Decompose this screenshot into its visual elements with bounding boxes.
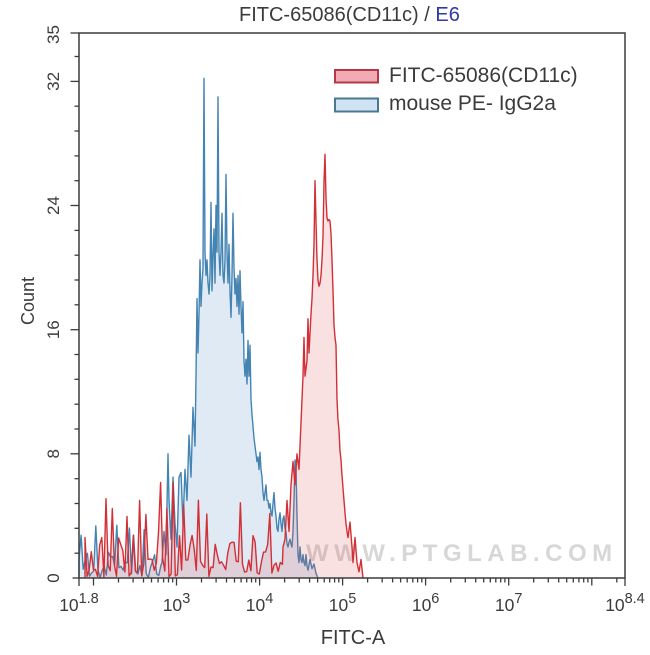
svg-text:10: 10 xyxy=(412,595,432,615)
svg-text:8: 8 xyxy=(44,449,63,458)
svg-text:35: 35 xyxy=(44,25,63,44)
svg-text:FITC-65086(CD11c): FITC-65086(CD11c) xyxy=(389,64,578,87)
svg-text:24: 24 xyxy=(44,196,63,215)
svg-text:FITC-A: FITC-A xyxy=(321,627,386,649)
svg-text:32: 32 xyxy=(44,72,63,91)
svg-text:10: 10 xyxy=(329,595,349,615)
svg-text:10: 10 xyxy=(495,595,515,615)
svg-text:10: 10 xyxy=(59,595,79,615)
svg-text:0: 0 xyxy=(44,573,63,582)
svg-text:10: 10 xyxy=(246,595,266,615)
svg-text:6: 6 xyxy=(431,591,439,607)
svg-text:8.4: 8.4 xyxy=(625,591,645,607)
svg-text:FITC-65086(CD11c) / E6: FITC-65086(CD11c) / E6 xyxy=(239,4,460,26)
svg-text:3: 3 xyxy=(182,591,190,607)
svg-text:10: 10 xyxy=(605,595,625,615)
svg-text:1.8: 1.8 xyxy=(79,591,99,607)
svg-text:7: 7 xyxy=(514,591,522,607)
svg-text:5: 5 xyxy=(348,591,356,607)
svg-text:10: 10 xyxy=(163,595,183,615)
svg-text:Count: Count xyxy=(18,277,38,325)
svg-text:16: 16 xyxy=(44,320,63,339)
svg-text:4: 4 xyxy=(265,591,273,607)
svg-text:mouse PE- IgG2a: mouse PE- IgG2a xyxy=(389,92,556,115)
